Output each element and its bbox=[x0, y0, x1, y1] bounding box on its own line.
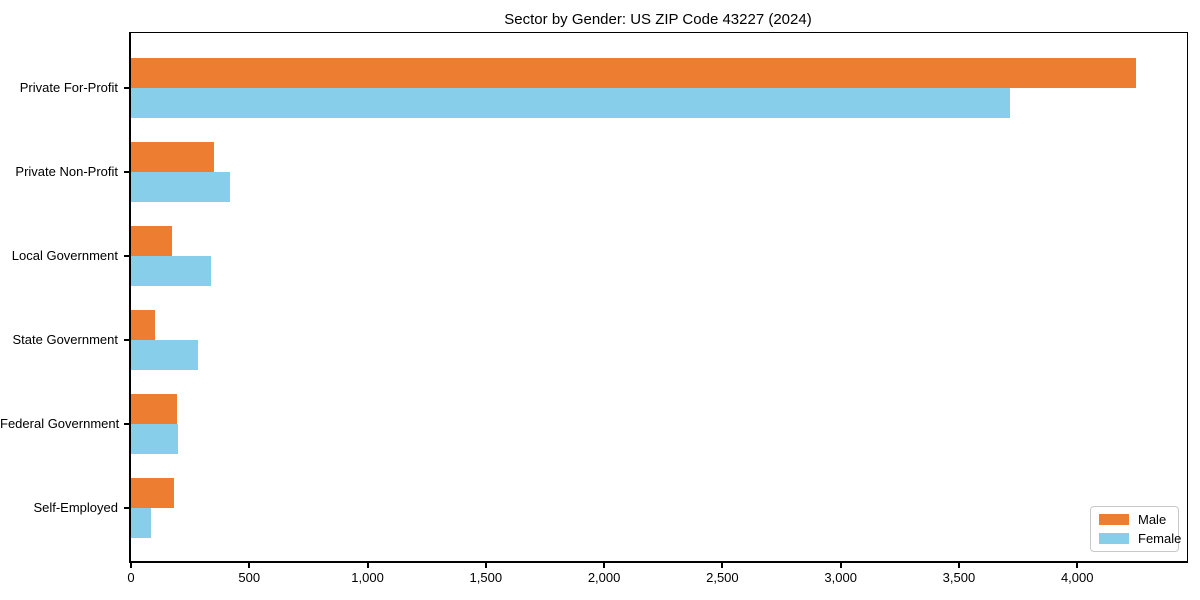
legend-label-male: Male bbox=[1138, 512, 1167, 528]
y-axis-category-label: State Government bbox=[12, 332, 119, 347]
legend-entry-male: Male bbox=[1091, 512, 1178, 527]
y-axis-category-label: Private Non-Profit bbox=[15, 164, 118, 179]
y-axis-tick bbox=[124, 507, 130, 509]
y-axis-tick bbox=[124, 423, 130, 425]
x-axis-tick-label: 4,000 bbox=[1060, 570, 1094, 585]
bar-female-5 bbox=[131, 508, 152, 538]
x-axis-tick bbox=[130, 562, 132, 568]
y-axis-category-label: Local Government bbox=[11, 248, 118, 263]
bar-female-3 bbox=[131, 340, 199, 370]
bar-female-0 bbox=[131, 88, 1010, 118]
x-axis-tick-label: 1,500 bbox=[469, 570, 503, 585]
x-axis-tick-label: 500 bbox=[238, 570, 261, 585]
x-axis-tick-label: 0 bbox=[127, 570, 135, 585]
legend-label-female: Female bbox=[1138, 530, 1182, 546]
x-axis-tick bbox=[603, 562, 606, 568]
x-axis-tick-label: 2,000 bbox=[587, 570, 621, 585]
legend-entry-female: Female bbox=[1091, 530, 1182, 546]
y-axis-category-label: Private For-Profit bbox=[19, 80, 118, 95]
x-axis-tick bbox=[484, 562, 487, 568]
chart-title: Sector by Gender: US ZIP Code 43227 (202… bbox=[504, 11, 812, 28]
x-axis-tick-label: 1,000 bbox=[351, 570, 384, 585]
x-axis-tick-label: 3,000 bbox=[824, 570, 857, 585]
bar-female-2 bbox=[131, 256, 212, 286]
x-axis-tick-label: 2,500 bbox=[706, 570, 739, 585]
bar-female-1 bbox=[131, 172, 231, 202]
x-axis-tick bbox=[957, 562, 960, 568]
legend: Male Female bbox=[1090, 506, 1182, 552]
bar-female-4 bbox=[131, 424, 179, 454]
x-axis-tick bbox=[1076, 562, 1079, 568]
male-color-swatch bbox=[1099, 514, 1129, 526]
y-axis-tick bbox=[124, 255, 130, 257]
x-axis-tick bbox=[248, 562, 251, 568]
y-axis-tick bbox=[124, 171, 130, 173]
x-axis-tick bbox=[839, 562, 842, 568]
y-axis-tick bbox=[124, 87, 130, 89]
bar-male-3 bbox=[131, 310, 155, 340]
y-axis-category-label: Self-Employed bbox=[33, 500, 118, 515]
female-color-swatch bbox=[1099, 532, 1129, 544]
bar-male-4 bbox=[131, 394, 178, 424]
bar-male-5 bbox=[131, 478, 174, 508]
y-axis-tick bbox=[124, 339, 130, 341]
bar-male-0 bbox=[131, 58, 1137, 88]
bar-male-2 bbox=[131, 226, 173, 256]
y-axis-category-label: Federal Government bbox=[0, 416, 120, 431]
x-axis-tick-label: 3,500 bbox=[942, 570, 976, 585]
bar-male-1 bbox=[131, 142, 214, 172]
plot-area bbox=[129, 32, 1188, 563]
x-axis-tick bbox=[721, 562, 724, 568]
x-axis-tick bbox=[366, 562, 369, 568]
